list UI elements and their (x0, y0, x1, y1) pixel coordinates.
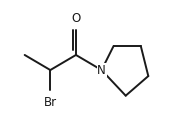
Text: N: N (97, 64, 106, 76)
Text: Br: Br (44, 96, 57, 109)
Text: O: O (71, 12, 81, 25)
